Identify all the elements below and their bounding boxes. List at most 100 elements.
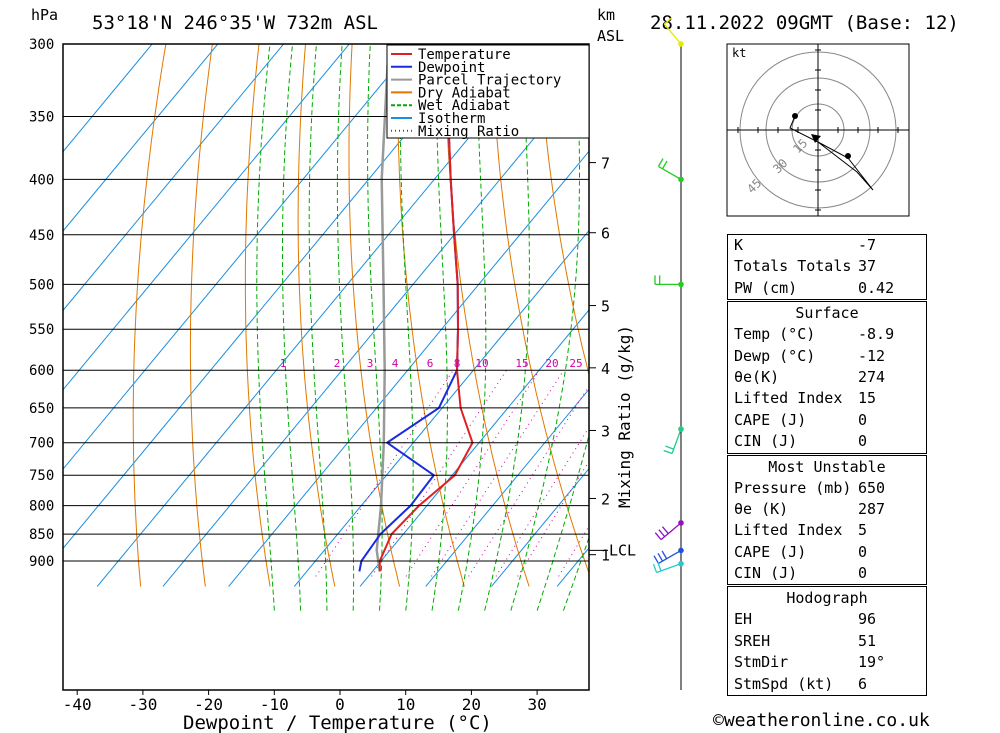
wet-adiabat-line <box>336 44 355 611</box>
wind-barb-flag <box>663 17 672 25</box>
pressure-tick-label: 700 <box>29 436 54 452</box>
wind-profile <box>652 17 684 690</box>
dry-adiabat-line <box>993 12 1000 587</box>
legend-entry-label: Parcel Trajectory <box>418 73 561 89</box>
index-label: PW (cm) <box>734 278 798 297</box>
wind-barb-flag <box>657 552 664 562</box>
index-section-title: Surface <box>795 304 859 323</box>
wind-barb-flag <box>653 555 660 564</box>
index-row: CAPE (J) 0 <box>728 542 926 563</box>
hodograph-point <box>792 113 798 119</box>
left-unit-label: hPa <box>31 6 58 24</box>
legend-entry-label: Isotherm <box>418 111 485 127</box>
legend-entry-label: Temperature <box>418 47 511 63</box>
index-row: Totals Totals 37 <box>728 256 926 277</box>
index-label: Pressure (mb) <box>734 478 852 497</box>
dry-adiabat-line <box>297 44 336 587</box>
km-tick-label: 2 <box>601 490 610 508</box>
right-unit-asl: ASL <box>597 27 624 45</box>
index-value: 96 <box>858 610 877 629</box>
wind-barb-staff <box>656 563 682 574</box>
index-value: 287 <box>858 499 886 518</box>
wet-adiabat-line <box>282 44 302 611</box>
index-value: 19° <box>858 653 886 672</box>
x-tick-label: -40 <box>63 695 92 714</box>
index-section: Hodograph EH 96 SREH 51 StmDir 19° StmSpd (kt) 6 <box>727 586 927 697</box>
index-row: θe (K) 287 <box>728 499 926 520</box>
legend-box <box>386 44 590 139</box>
indices-table: K -7 Totals Totals 37 PW (cm) 0.42 Surface Temp… <box>727 234 927 697</box>
wind-barb-flag <box>665 445 674 450</box>
index-row: StmDir 19° <box>728 652 926 673</box>
pressure-tick-label: 550 <box>29 322 54 338</box>
wet-adiabat-line <box>399 44 414 611</box>
header-datetime: 28.11.2022 09GMT (Base: 12) <box>650 12 959 34</box>
index-label: StmDir <box>734 653 789 672</box>
dry-adiabat-line <box>244 44 271 587</box>
temperature-line <box>378 44 474 572</box>
index-row: Pressure (mb) 650 <box>728 478 926 499</box>
index-section: Surface Temp (°C) -8.9 Dewp (°C) -12 θe(K) 274… <box>727 301 927 454</box>
x-tick-label: -30 <box>128 695 157 714</box>
index-label: CIN (J) <box>734 564 798 583</box>
isotherm-line <box>228 150 589 587</box>
wind-barb-flag <box>663 449 673 455</box>
footer-copyright[interactable]: ©weatheronline.co.uk <box>713 710 930 731</box>
index-row: Dewp (°C) -12 <box>728 346 926 367</box>
index-value: 0 <box>858 542 868 561</box>
index-value: 15 <box>858 389 877 408</box>
index-label: Lifted Index <box>734 521 843 540</box>
hodograph-point <box>845 153 851 159</box>
wet-adiabat-line <box>256 44 275 611</box>
isotherm-line <box>359 309 589 587</box>
index-value: 6 <box>858 674 868 693</box>
index-value: -7 <box>858 236 877 254</box>
mixing-ratio-line <box>588 574 589 577</box>
km-tick-label: 5 <box>601 298 610 316</box>
mixing-ratio-line <box>431 369 565 577</box>
parcel-trajectory-line <box>375 44 390 572</box>
mixing-ratio-label: 1 <box>280 357 287 370</box>
index-section-title: Hodograph <box>786 589 868 608</box>
index-label: CAPE (J) <box>734 542 807 561</box>
index-label: EH <box>734 610 753 629</box>
km-tick-label: 7 <box>601 155 610 173</box>
x-tick-label: 0 <box>335 695 345 714</box>
wind-barb-staff <box>671 428 682 454</box>
dry-adiabat-line <box>189 44 213 587</box>
mixing-ratio-label: 10 <box>475 357 488 370</box>
index-value: 5 <box>858 521 868 540</box>
pressure-tick-label: 900 <box>29 554 54 570</box>
index-value: 0 <box>858 432 868 451</box>
index-row: Lifted Index 5 <box>728 520 926 541</box>
index-row: Lifted Index 15 <box>728 388 926 409</box>
isotherm-line <box>63 44 153 153</box>
index-value: 0 <box>858 410 868 429</box>
isotherm-line <box>425 388 589 587</box>
index-label: SREH <box>734 631 771 650</box>
km-tick-label: 3 <box>601 422 610 440</box>
index-section-title: Most Unstable <box>768 457 886 476</box>
pressure-tick-label: 850 <box>29 527 54 543</box>
legend-entry-label: Mixing Ratio <box>418 124 519 140</box>
isotherm-line <box>63 44 285 312</box>
index-value: -12 <box>858 346 886 365</box>
km-tick-label: 1 <box>601 547 610 565</box>
index-value: 37 <box>858 257 877 276</box>
mixing-ratio-axis-label: Mixing Ratio (g/kg) <box>615 325 634 508</box>
hodograph-unit-label: kt <box>732 46 746 60</box>
pressure-tick-label: 600 <box>29 363 54 379</box>
index-label: K <box>734 236 744 254</box>
index-row: K -7 <box>728 235 926 256</box>
dry-adiabat-line <box>397 44 465 587</box>
mixing-ratio-label: 20 <box>545 357 558 370</box>
x-tick-label: 20 <box>462 695 481 714</box>
wind-barb-flag <box>652 563 658 573</box>
mixing-ratio-label: 15 <box>515 357 528 370</box>
mixing-ratio-line <box>371 369 507 577</box>
index-row: SREH 51 <box>728 631 926 652</box>
wind-barb-staff <box>658 165 682 180</box>
index-section: K -7 Totals Totals 37 PW (cm) 0.42 <box>727 234 927 301</box>
index-value: 650 <box>858 478 886 497</box>
